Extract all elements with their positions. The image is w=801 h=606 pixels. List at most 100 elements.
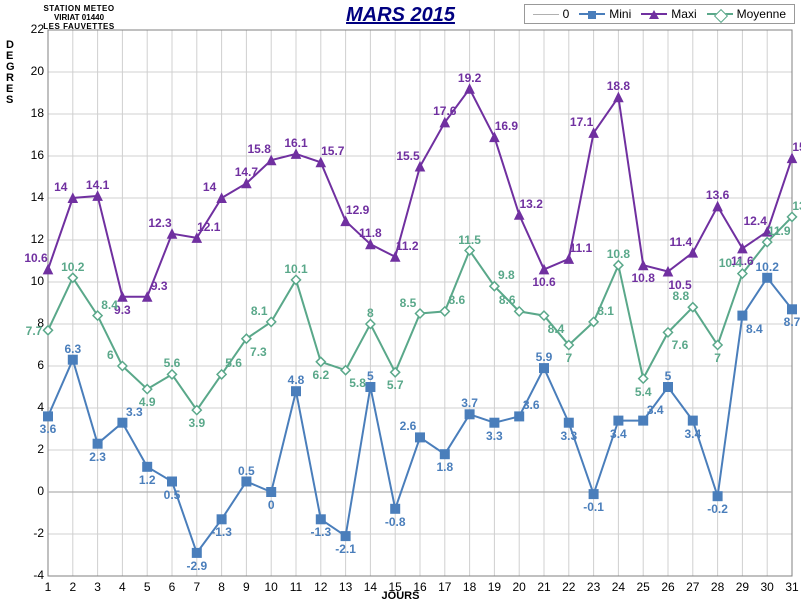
y-tick-label: 10 — [18, 274, 44, 288]
maxi-value-label: 14 — [203, 180, 216, 194]
maxi-value-label: 15.9 — [792, 140, 801, 154]
x-tick-label: 25 — [637, 580, 650, 594]
maxi-value-label: 9.3 — [151, 279, 168, 293]
x-tick-label: 21 — [537, 580, 550, 594]
maxi-value-label: 16.1 — [284, 136, 307, 150]
moyenne-value-label: 7 — [565, 351, 572, 365]
y-tick-label: -4 — [18, 568, 44, 582]
maxi-value-label: 11.8 — [359, 226, 382, 240]
mini-value-label: 0 — [268, 498, 275, 512]
x-tick-label: 9 — [243, 580, 250, 594]
x-tick-label: 8 — [218, 580, 225, 594]
mini-value-label: 3.4 — [684, 427, 701, 441]
y-tick-label: 12 — [18, 232, 44, 246]
maxi-value-label: 17.6 — [433, 104, 456, 118]
moyenne-value-label: 7.7 — [26, 324, 43, 338]
mini-value-label: 2.3 — [89, 450, 106, 464]
mini-value-label: 4.8 — [288, 373, 305, 387]
mini-value-label: 3.4 — [647, 403, 664, 417]
moyenne-value-label: 7.6 — [672, 338, 689, 352]
moyenne-value-label: 8.4 — [548, 322, 565, 336]
x-tick-label: 18 — [463, 580, 476, 594]
moyenne-value-label: 5.4 — [635, 385, 652, 399]
y-tick-label: 4 — [18, 400, 44, 414]
mini-value-label: 3.3 — [486, 429, 503, 443]
maxi-value-label: 19.2 — [458, 71, 481, 85]
x-tick-label: 13 — [339, 580, 352, 594]
mini-value-label: 3.3 — [560, 429, 577, 443]
y-tick-label: 20 — [18, 64, 44, 78]
x-tick-label: 4 — [119, 580, 126, 594]
mini-value-label: 5 — [665, 369, 672, 383]
mini-value-label: -2.9 — [186, 559, 207, 573]
maxi-value-label: 11.2 — [396, 239, 419, 253]
maxi-value-label: 10.6 — [24, 251, 47, 265]
moyenne-value-label: 8 — [367, 306, 374, 320]
mini-value-label: 8.4 — [746, 322, 763, 336]
mini-value-label: 10.2 — [756, 260, 779, 274]
mini-value-label: 0.5 — [238, 464, 255, 478]
mini-value-label: -2.1 — [335, 542, 356, 556]
mini-value-label: 3.4 — [610, 427, 627, 441]
y-tick-label: 6 — [18, 358, 44, 372]
x-tick-label: 24 — [612, 580, 625, 594]
moyenne-value-label: 8.6 — [448, 293, 465, 307]
x-tick-label: 30 — [761, 580, 774, 594]
y-tick-label: 16 — [18, 148, 44, 162]
x-tick-label: 20 — [513, 580, 526, 594]
mini-value-label: -1.3 — [310, 525, 331, 539]
x-tick-label: 1 — [45, 580, 52, 594]
mini-value-label: 3.7 — [461, 396, 478, 410]
moyenne-value-label: 5.7 — [387, 378, 404, 392]
maxi-value-label: 11.4 — [669, 235, 692, 249]
maxi-value-label: 14.7 — [235, 165, 258, 179]
x-tick-label: 28 — [711, 580, 724, 594]
moyenne-value-label: 8.1 — [251, 304, 268, 318]
mini-value-label: 5.9 — [536, 350, 553, 364]
maxi-value-label: 13.6 — [706, 188, 729, 202]
mini-value-label: -0.2 — [707, 502, 728, 516]
moyenne-value-label: 13.1 — [792, 199, 801, 213]
y-tick-label: 2 — [18, 442, 44, 456]
chart-root: STATION METEO VIRIAT 01440 LES FAUVETTES… — [0, 0, 801, 606]
moyenne-value-label: 10.2 — [61, 260, 84, 274]
moyenne-value-label: 10.1 — [284, 262, 307, 276]
moyenne-value-label: 5.8 — [349, 376, 366, 390]
moyenne-value-label: 11.9 — [768, 224, 791, 238]
maxi-value-label: 11.1 — [569, 241, 592, 255]
maxi-value-label: 12.4 — [744, 214, 767, 228]
x-tick-label: 3 — [94, 580, 101, 594]
x-tick-label: 16 — [413, 580, 426, 594]
maxi-value-label: 15.8 — [248, 142, 271, 156]
x-tick-label: 11 — [290, 580, 302, 594]
x-tick-label: 22 — [562, 580, 575, 594]
moyenne-value-label: 7 — [714, 351, 721, 365]
x-tick-label: 31 — [785, 580, 798, 594]
maxi-value-label: 18.8 — [607, 79, 630, 93]
moyenne-value-label: 5.6 — [164, 356, 181, 370]
x-tick-label: 17 — [438, 580, 451, 594]
mini-value-label: 3.6 — [523, 398, 540, 412]
x-tick-label: 12 — [314, 580, 327, 594]
x-tick-label: 10 — [265, 580, 278, 594]
mini-value-label: 0.5 — [164, 488, 181, 502]
mini-value-label: -1.3 — [211, 525, 232, 539]
x-tick-label: 23 — [587, 580, 600, 594]
moyenne-value-label: 3.9 — [188, 416, 205, 430]
moyenne-value-label: 7.3 — [250, 345, 267, 359]
mini-value-label: 5 — [367, 369, 374, 383]
x-tick-label: 6 — [169, 580, 176, 594]
mini-value-label: 2.6 — [400, 419, 417, 433]
moyenne-value-label: 8.5 — [400, 296, 417, 310]
x-tick-label: 7 — [193, 580, 200, 594]
moyenne-value-label: 10.8 — [607, 247, 630, 261]
maxi-value-label: 12.1 — [197, 220, 220, 234]
maxi-value-label: 10.6 — [532, 275, 555, 289]
y-tick-label: 0 — [18, 484, 44, 498]
maxi-value-label: 16.9 — [495, 119, 518, 133]
moyenne-value-label: 8.8 — [672, 289, 689, 303]
mini-value-label: 1.8 — [436, 460, 453, 474]
moyenne-value-label: 9.8 — [498, 268, 515, 282]
maxi-value-label: 12.3 — [148, 216, 171, 230]
x-tick-label: 14 — [364, 580, 377, 594]
